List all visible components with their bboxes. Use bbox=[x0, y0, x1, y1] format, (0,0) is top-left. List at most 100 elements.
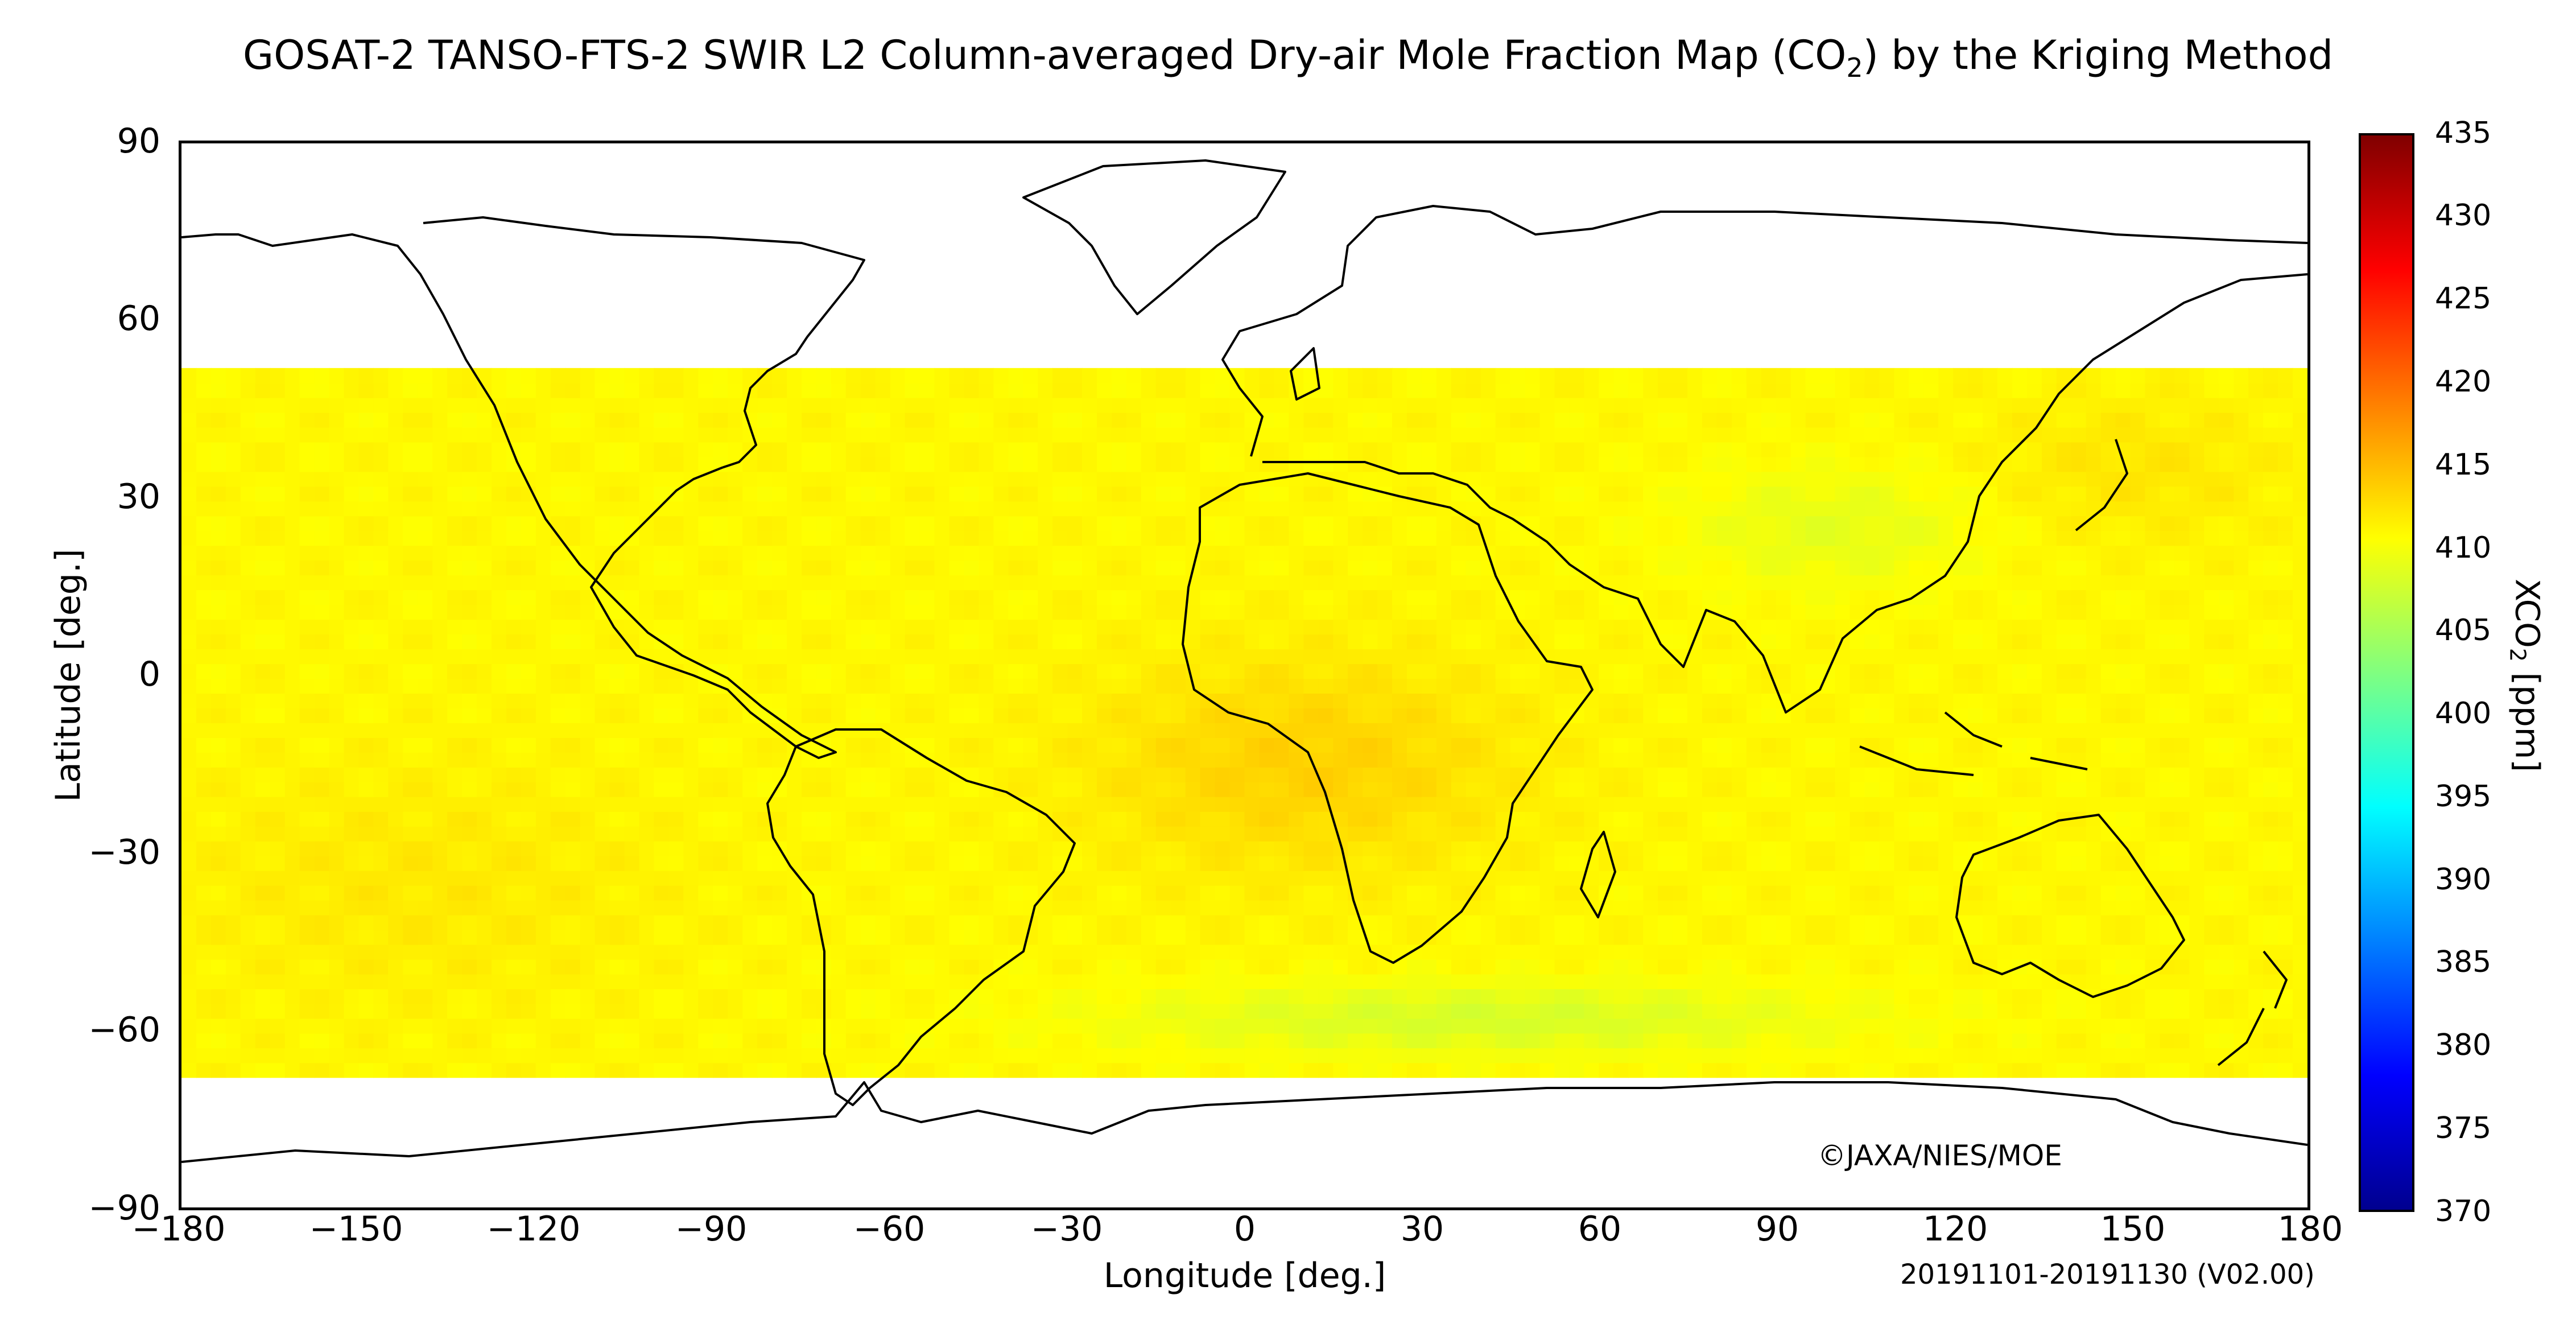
xco2-cell bbox=[2115, 811, 2131, 827]
xco2-cell bbox=[1185, 855, 1201, 871]
xco2-cell bbox=[432, 929, 448, 945]
xco2-cell bbox=[299, 1003, 315, 1019]
xco2-cell bbox=[1200, 1033, 1216, 1049]
xco2-cell bbox=[550, 575, 566, 591]
xco2-cell bbox=[595, 988, 610, 1004]
xco2-cell bbox=[550, 797, 566, 812]
xco2-cell bbox=[284, 840, 300, 856]
xco2-cell bbox=[2204, 663, 2220, 679]
xco2-cell bbox=[816, 619, 832, 635]
xco2-cell bbox=[418, 797, 433, 812]
xco2-cell bbox=[1229, 663, 1245, 679]
xco2-cell bbox=[1628, 767, 1644, 782]
xco2-cell bbox=[1938, 988, 1954, 1004]
xco2-cell bbox=[1673, 1003, 1688, 1019]
xco2-cell bbox=[1185, 737, 1201, 753]
xco2-cell bbox=[2189, 649, 2205, 665]
xco2-cell bbox=[373, 589, 389, 605]
xco2-cell bbox=[2160, 811, 2175, 827]
xco2-cell bbox=[535, 826, 551, 842]
xco2-cell bbox=[1170, 959, 1186, 975]
xco2-cell bbox=[1761, 797, 1777, 812]
xco2-cell bbox=[329, 604, 345, 620]
xco2-cell bbox=[240, 752, 256, 768]
xco2-cell bbox=[2263, 767, 2278, 782]
xco2-cell bbox=[831, 974, 847, 990]
xco2-cell bbox=[2041, 1033, 2057, 1049]
xco2-cell bbox=[418, 575, 433, 591]
xco2-cell bbox=[919, 737, 935, 753]
xco2-cell bbox=[344, 988, 360, 1004]
xco2-cell bbox=[2160, 885, 2175, 901]
xco2-cell bbox=[535, 797, 551, 812]
xco2-cell bbox=[1658, 974, 1673, 990]
xco2-cell bbox=[432, 723, 448, 738]
xco2-cell bbox=[905, 589, 920, 605]
xco2-cell bbox=[1953, 619, 1968, 635]
xco2-cell bbox=[358, 914, 374, 930]
xco2-cell bbox=[1909, 619, 1925, 635]
xco2-cell bbox=[2071, 782, 2087, 797]
xco2-cell bbox=[1805, 1003, 1821, 1019]
xco2-cell bbox=[1761, 885, 1777, 901]
xco2-cell bbox=[255, 870, 271, 886]
xco2-cell bbox=[1038, 752, 1053, 768]
xco2-cell bbox=[1820, 619, 1836, 635]
xco2-cell bbox=[1613, 575, 1629, 591]
xco2-cell bbox=[1141, 1062, 1157, 1078]
xco2-cell bbox=[1274, 737, 1290, 753]
xco2-cell bbox=[432, 1048, 448, 1063]
xco2-cell bbox=[1097, 723, 1112, 738]
xco2-cell bbox=[639, 737, 655, 753]
xco2-cell bbox=[329, 678, 345, 694]
xco2-cell bbox=[757, 840, 773, 856]
xco2-cell bbox=[1746, 797, 1762, 812]
xco2-cell bbox=[1658, 988, 1673, 1004]
xco2-cell bbox=[210, 737, 226, 753]
xco2-cell bbox=[1451, 723, 1467, 738]
xco2-cell bbox=[299, 885, 315, 901]
xco2-cell bbox=[2100, 619, 2116, 635]
xco2-cell bbox=[1229, 693, 1245, 708]
xco2-cell bbox=[1628, 1062, 1644, 1078]
xco2-cell bbox=[521, 1003, 536, 1019]
xco2-cell bbox=[934, 737, 950, 753]
xco2-cell bbox=[388, 560, 404, 576]
xco2-cell bbox=[1229, 840, 1245, 856]
xco2-cell bbox=[1407, 855, 1422, 871]
xco2-cell bbox=[2100, 782, 2116, 797]
xco2-cell bbox=[654, 855, 670, 871]
xco2-cell bbox=[1761, 589, 1777, 605]
xco2-cell bbox=[1687, 1062, 1703, 1078]
xco2-cell bbox=[1052, 1062, 1068, 1078]
xco2-cell bbox=[2293, 974, 2307, 990]
xco2-cell bbox=[654, 782, 670, 797]
xco2-cell bbox=[1229, 737, 1245, 753]
xco2-cell bbox=[565, 737, 581, 753]
xco2-cell bbox=[1126, 811, 1142, 827]
xco2-cell bbox=[284, 826, 300, 842]
xco2-cell bbox=[521, 929, 536, 945]
xco2-cell bbox=[1274, 693, 1290, 708]
xco2-cell bbox=[2056, 840, 2072, 856]
xco2-cell bbox=[1244, 678, 1260, 694]
xco2-cell bbox=[2071, 737, 2087, 753]
xco2-cell bbox=[418, 634, 433, 650]
xco2-cell bbox=[683, 708, 699, 723]
xco2-cell bbox=[742, 782, 758, 797]
xco2-cell bbox=[1702, 1062, 1718, 1078]
xco2-cell bbox=[1731, 663, 1747, 679]
xco2-cell bbox=[1421, 575, 1437, 591]
xco2-cell bbox=[2174, 1048, 2190, 1063]
xco2-cell bbox=[196, 929, 212, 945]
xco2-cell bbox=[1761, 1033, 1777, 1049]
xco2-cell bbox=[1835, 1018, 1851, 1034]
xco2-cell bbox=[388, 900, 404, 916]
xco2-cell bbox=[2204, 693, 2220, 708]
xco2-cell bbox=[506, 678, 522, 694]
xco2-cell bbox=[1407, 589, 1422, 605]
xco2-cell bbox=[1126, 575, 1142, 591]
xco2-cell bbox=[1259, 855, 1275, 871]
xco2-cell bbox=[1525, 723, 1541, 738]
xco2-cell bbox=[2160, 619, 2175, 635]
